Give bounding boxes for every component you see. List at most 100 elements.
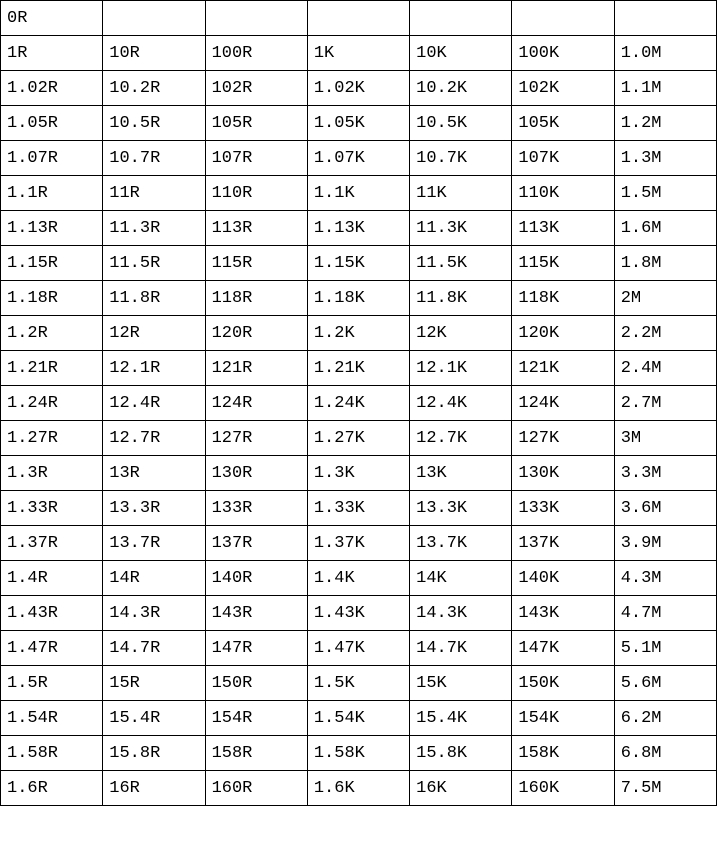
- table-cell: 10.7K: [410, 141, 512, 176]
- table-cell: 13.7K: [410, 526, 512, 561]
- table-row: 1.54R15.4R154R1.54K15.4K154K6.2M: [1, 701, 717, 736]
- table-cell: 127K: [512, 421, 614, 456]
- table-cell: 1.4K: [307, 561, 409, 596]
- table-row: 1.1R11R110R1.1K11K110K1.5M: [1, 176, 717, 211]
- table-row: 1.47R14.7R147R1.47K14.7K147K5.1M: [1, 631, 717, 666]
- table-cell: 1.13K: [307, 211, 409, 246]
- table-cell: 1.15R: [1, 246, 103, 281]
- table-cell: 124R: [205, 386, 307, 421]
- table-cell: 1.5K: [307, 666, 409, 701]
- table-cell: 100K: [512, 36, 614, 71]
- table-cell: 150R: [205, 666, 307, 701]
- table-cell: 143K: [512, 596, 614, 631]
- table-row: 1.18R11.8R118R1.18K11.8K118K2M: [1, 281, 717, 316]
- table-cell: 10.5R: [103, 106, 205, 141]
- table-row: 1.4R14R140R1.4K14K140K4.3M: [1, 561, 717, 596]
- table-cell: 1.8M: [614, 246, 716, 281]
- table-cell: 15.4R: [103, 701, 205, 736]
- table-cell: 12.4K: [410, 386, 512, 421]
- table-cell: 1.54K: [307, 701, 409, 736]
- table-cell: 12.7R: [103, 421, 205, 456]
- table-row: 1.27R12.7R127R1.27K12.7K127K3M: [1, 421, 717, 456]
- table-cell: 120K: [512, 316, 614, 351]
- table-cell: 1.6K: [307, 771, 409, 806]
- table-cell: 1.27R: [1, 421, 103, 456]
- table-cell: 1.33K: [307, 491, 409, 526]
- table-cell: 14.7K: [410, 631, 512, 666]
- table-cell: 12.7K: [410, 421, 512, 456]
- table-cell: 130R: [205, 456, 307, 491]
- table-cell: 1.5M: [614, 176, 716, 211]
- table-cell: 1.2K: [307, 316, 409, 351]
- table-row: 1.21R12.1R121R1.21K12.1K121K2.4M: [1, 351, 717, 386]
- table-cell: 1.21K: [307, 351, 409, 386]
- table-cell: 1.37R: [1, 526, 103, 561]
- table-cell: 11R: [103, 176, 205, 211]
- table-cell: 2.7M: [614, 386, 716, 421]
- table-cell: 1.05R: [1, 106, 103, 141]
- table-cell: 11.5R: [103, 246, 205, 281]
- table-cell: 133K: [512, 491, 614, 526]
- resistor-value-table: 0R1R10R100R1K10K100K1.0M1.02R10.2R102R1.…: [0, 0, 717, 806]
- table-cell: 10.2R: [103, 71, 205, 106]
- table-cell: [103, 1, 205, 36]
- table-cell: 1.47R: [1, 631, 103, 666]
- table-cell: 107R: [205, 141, 307, 176]
- table-cell: 1.6R: [1, 771, 103, 806]
- table-cell: 10R: [103, 36, 205, 71]
- table-cell: 14.3R: [103, 596, 205, 631]
- table-cell: 160R: [205, 771, 307, 806]
- table-cell: 13R: [103, 456, 205, 491]
- table-cell: 15R: [103, 666, 205, 701]
- table-cell: 14R: [103, 561, 205, 596]
- table-cell: 13.7R: [103, 526, 205, 561]
- table-cell: 2.4M: [614, 351, 716, 386]
- table-cell: 7.5M: [614, 771, 716, 806]
- table-row: 1.37R13.7R137R1.37K13.7K137K3.9M: [1, 526, 717, 561]
- table-cell: 127R: [205, 421, 307, 456]
- table-cell: 1.47K: [307, 631, 409, 666]
- table-cell: 12.1R: [103, 351, 205, 386]
- table-cell: 12K: [410, 316, 512, 351]
- table-cell: 3.3M: [614, 456, 716, 491]
- table-cell: 10.7R: [103, 141, 205, 176]
- table-row: 1.13R11.3R113R1.13K11.3K113K1.6M: [1, 211, 717, 246]
- table-cell: 113K: [512, 211, 614, 246]
- table-row: 1.24R12.4R124R1.24K12.4K124K2.7M: [1, 386, 717, 421]
- table-cell: 6.8M: [614, 736, 716, 771]
- table-cell: 11.3K: [410, 211, 512, 246]
- table-cell: 115K: [512, 246, 614, 281]
- table-cell: 1.07K: [307, 141, 409, 176]
- table-cell: 1.43K: [307, 596, 409, 631]
- table-cell: 115R: [205, 246, 307, 281]
- table-cell: 16K: [410, 771, 512, 806]
- table-cell: 133R: [205, 491, 307, 526]
- table-cell: 13K: [410, 456, 512, 491]
- table-cell: 113R: [205, 211, 307, 246]
- table-row: 1.2R12R120R1.2K12K120K2.2M: [1, 316, 717, 351]
- table-cell: 1.3K: [307, 456, 409, 491]
- table-cell: 1.18K: [307, 281, 409, 316]
- table-cell: 1.1K: [307, 176, 409, 211]
- table-cell: 1.43R: [1, 596, 103, 631]
- table-cell: 154R: [205, 701, 307, 736]
- table-cell: 105R: [205, 106, 307, 141]
- table-row: 1.58R15.8R158R1.58K15.8K158K6.8M: [1, 736, 717, 771]
- table-cell: 11.3R: [103, 211, 205, 246]
- table-cell: 118K: [512, 281, 614, 316]
- table-cell: [512, 1, 614, 36]
- table-cell: 147R: [205, 631, 307, 666]
- table-cell: 6.2M: [614, 701, 716, 736]
- table-cell: 1.02K: [307, 71, 409, 106]
- table-cell: 1.21R: [1, 351, 103, 386]
- table-cell: 154K: [512, 701, 614, 736]
- table-cell: 130K: [512, 456, 614, 491]
- table-cell: 15K: [410, 666, 512, 701]
- table-row: 1R10R100R1K10K100K1.0M: [1, 36, 717, 71]
- table-cell: 105K: [512, 106, 614, 141]
- table-cell: 160K: [512, 771, 614, 806]
- table-cell: 1.15K: [307, 246, 409, 281]
- table-cell: 1R: [1, 36, 103, 71]
- table-cell: 158K: [512, 736, 614, 771]
- table-cell: 121R: [205, 351, 307, 386]
